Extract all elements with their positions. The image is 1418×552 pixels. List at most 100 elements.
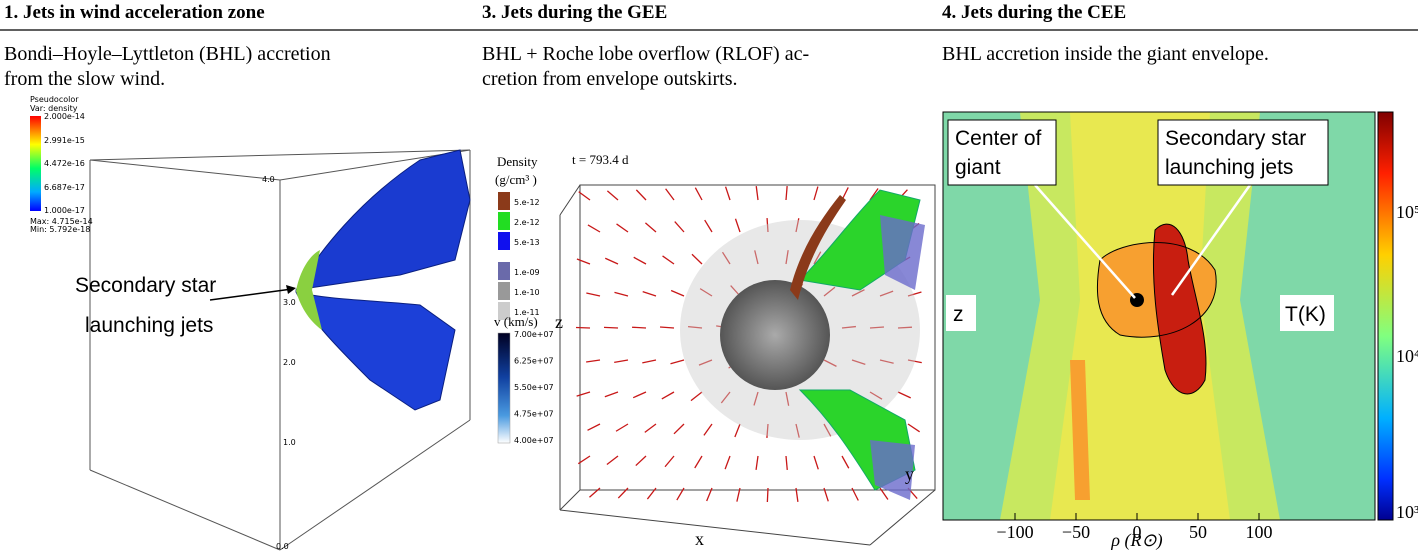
axis-tick: 2.0 [283, 358, 296, 367]
arrow [586, 292, 601, 297]
x-tick-label: 50 [1189, 522, 1207, 542]
x-tick-label: 0 [1133, 522, 1142, 542]
arrow [823, 359, 837, 367]
colorbar-label: T(K) [1285, 303, 1326, 326]
arrow [841, 325, 856, 329]
jet [295, 149, 471, 291]
arrow [604, 391, 619, 398]
arrow [670, 359, 685, 365]
arrow [897, 391, 911, 399]
arrow [813, 455, 819, 470]
legend-tick: 6.25e+07 [514, 357, 554, 366]
arrow [755, 186, 759, 201]
legend-title: v (km/s) [494, 314, 538, 329]
panel-1-image: Secondary star launching jets Pseudocolo… [30, 95, 471, 551]
arrow [720, 391, 731, 404]
velocity-ticks: 7.00e+07 6.25e+07 5.50e+07 4.75e+07 4.00e+07 [514, 330, 554, 445]
arrow [661, 391, 675, 400]
label-box [1280, 295, 1334, 331]
annotation: launching jets [1165, 156, 1293, 179]
arrow [766, 217, 769, 233]
arrow [603, 326, 619, 329]
arrowhead [286, 285, 296, 294]
jet-edge [880, 215, 925, 290]
arrow [795, 487, 799, 502]
legend-swatch [498, 262, 510, 280]
panel-3-image: t = 793.4 d Density (g/cm³ ) 5.e-12 2.e-1… [494, 152, 936, 549]
arrow [676, 487, 685, 501]
arrow [699, 288, 713, 297]
caption: cretion from envelope outskirts. [482, 68, 738, 90]
legend-entry: 1.e-11 [514, 308, 540, 317]
colorbar [497, 332, 511, 444]
panel-title: 4. Jets during the CEE [942, 2, 1126, 23]
arrow [604, 257, 619, 265]
colorbar-tick: 10⁵ [1396, 202, 1418, 222]
arrow [635, 455, 647, 467]
arrow [587, 423, 601, 431]
legend-tick: 7.00e+07 [514, 330, 554, 339]
legend-title: Var: density [30, 104, 78, 113]
jet [295, 291, 456, 411]
arrow [664, 455, 675, 468]
legend-tick: 4.75e+07 [514, 410, 554, 419]
arrow [642, 291, 657, 297]
arrow [575, 326, 591, 329]
arrow [755, 455, 759, 470]
arrow [754, 250, 759, 265]
arrow [734, 218, 741, 233]
legend-swatch [498, 212, 510, 230]
arrow [736, 487, 741, 502]
caption: Bondi–Hoyle–Lyttleton (BHL) accretion [4, 43, 331, 65]
legend-title: Pseudocolor [30, 95, 79, 104]
x-tick-label: −50 [1062, 522, 1090, 542]
arrow [785, 455, 788, 471]
arrow [644, 222, 657, 233]
arrow [907, 359, 922, 364]
arrow [577, 455, 591, 465]
annotation: Secondary star [1165, 127, 1306, 150]
legend-tick: 5.50e+07 [514, 383, 554, 392]
annotation-box [1157, 119, 1329, 186]
arrow [614, 359, 629, 363]
arrow [631, 326, 647, 329]
legend-swatch [498, 192, 510, 210]
arrow [785, 250, 789, 265]
arrow [766, 487, 769, 503]
density-legend: 5.e-12 2.e-12 5.e-13 1.e-09 1.e-10 1.e-11 [498, 192, 540, 320]
arrow [897, 326, 913, 329]
label-box [946, 295, 976, 331]
arrow [721, 251, 731, 265]
annotation: launching jets [85, 314, 213, 337]
arrow [724, 186, 731, 201]
arrow [851, 487, 859, 501]
x-ticks: −100 −50 0 50 100 [996, 513, 1273, 542]
arrow [586, 359, 601, 363]
axis-tick: 3.0 [283, 298, 296, 307]
arrow [209, 288, 293, 301]
legend-tick: 1.000e-17 [44, 206, 85, 215]
arrow [587, 224, 601, 233]
frame [942, 111, 1376, 521]
legend-entry: 5.e-13 [514, 238, 540, 247]
arrow [795, 423, 800, 438]
caption: BHL + Roche lobe overflow (RLOF) ac- [482, 43, 809, 65]
legend-title: (g/cm³ ) [495, 172, 537, 187]
colorbar [1377, 111, 1394, 521]
header: 1. Jets in wind acceleration zone 3. Jet… [0, 2, 1418, 90]
pointer [1170, 184, 1252, 296]
arrow [753, 391, 759, 406]
arrow [694, 187, 703, 201]
caption: BHL accretion inside the giant envelope. [942, 43, 1269, 65]
arrow [673, 423, 685, 435]
legend-tick: 4.00e+07 [514, 436, 554, 445]
axis-label: x [695, 529, 704, 549]
panel-title: 1. Jets in wind acceleration zone [4, 2, 265, 23]
arrow [690, 391, 703, 402]
legend-tick: 2.000e-14 [44, 112, 85, 121]
legend-swatch [498, 302, 510, 320]
arrow [724, 455, 731, 470]
annotation-box [947, 119, 1057, 186]
arrow [795, 218, 800, 233]
